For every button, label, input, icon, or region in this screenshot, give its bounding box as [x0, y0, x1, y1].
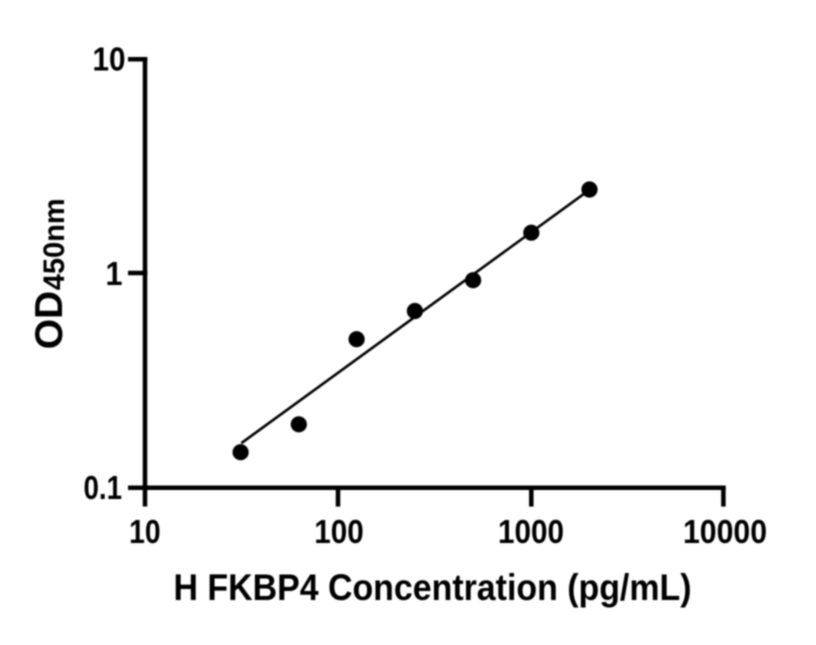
svg-text:0.1: 0.1 [84, 469, 123, 506]
svg-text:100: 100 [314, 513, 364, 550]
svg-text:10000: 10000 [683, 513, 767, 550]
svg-text:OD: OD [28, 291, 71, 350]
svg-text:1: 1 [106, 255, 123, 292]
svg-text:1000: 1000 [498, 513, 564, 550]
svg-text:H FKBP4 Concentration (pg/mL): H FKBP4 Concentration (pg/mL) [174, 567, 692, 608]
svg-text:10: 10 [129, 513, 161, 550]
svg-text:10: 10 [93, 41, 126, 78]
svg-text:450nm: 450nm [38, 198, 71, 290]
